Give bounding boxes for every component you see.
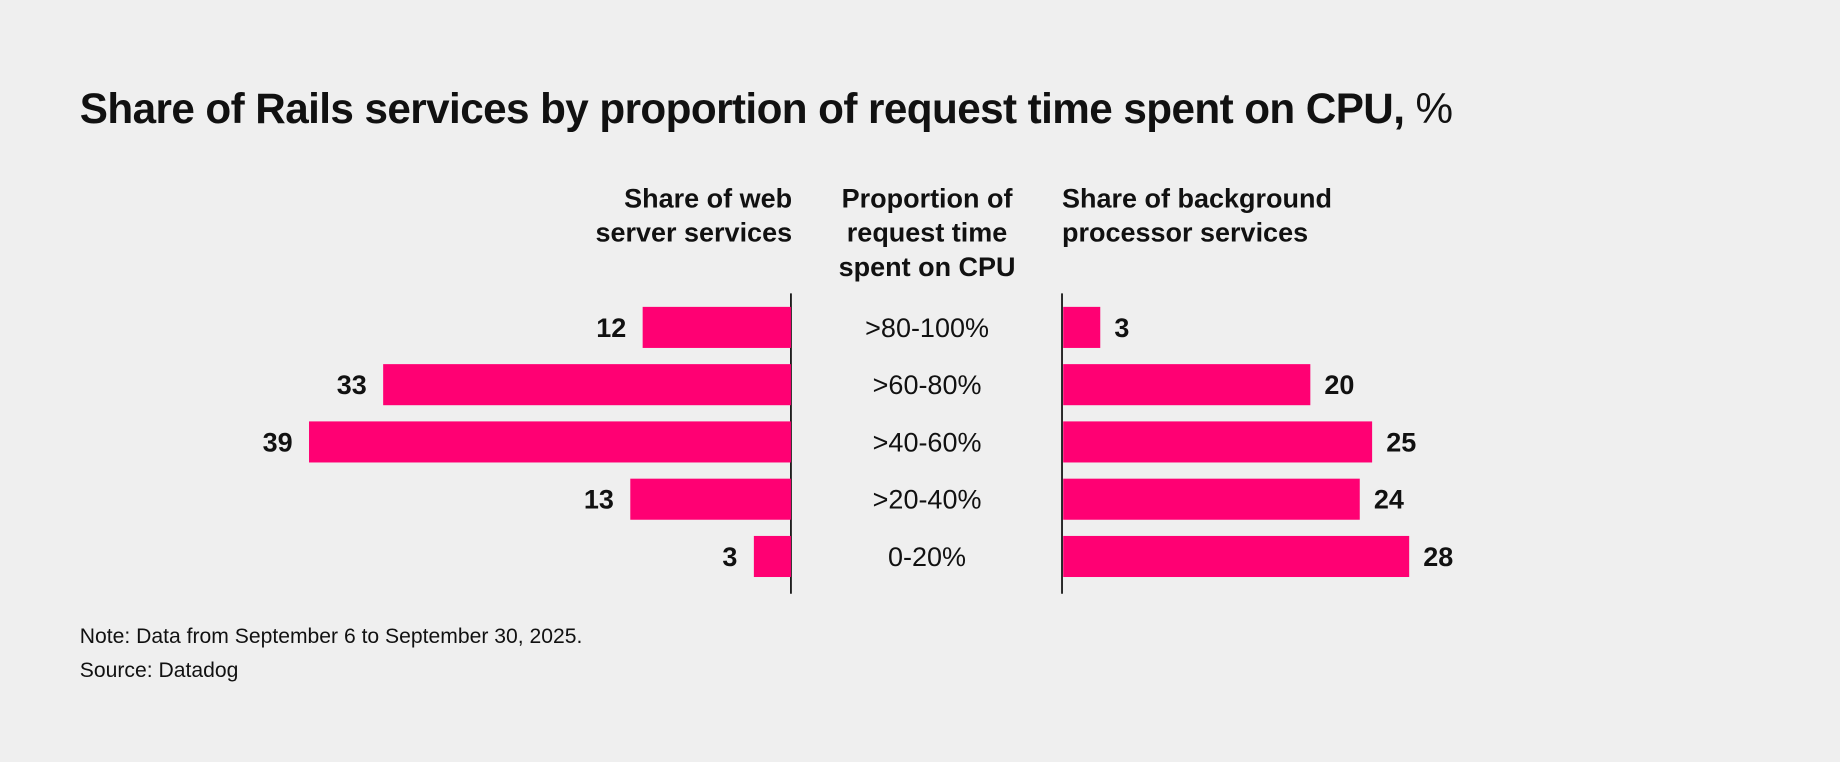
bar-web-server: [383, 364, 791, 406]
title-text: Share of Rails services by proportion of…: [79, 84, 1405, 133]
data-label-web-server: 13: [584, 485, 614, 515]
bar-web-server: [753, 535, 791, 578]
data-label-background-processor: 25: [1386, 427, 1416, 457]
title-unit: %: [1415, 84, 1454, 133]
right-series-header: Share of background processor services: [1062, 182, 1332, 250]
left-header-line: Share of web: [624, 183, 793, 214]
note-text: Note: Data from September 6 to September…: [79, 624, 583, 648]
data-label-web-server: 33: [337, 370, 367, 400]
bar-background-processor: [1063, 364, 1311, 406]
left-header-line: server services: [595, 217, 793, 248]
category-label: >40-60%: [873, 427, 982, 457]
data-label-web-server: 12: [596, 313, 626, 343]
data-label-web-server: 39: [263, 427, 293, 457]
center-header-line: spent on CPU: [838, 251, 1016, 282]
category-label: >80-100%: [865, 313, 989, 343]
data-label-background-processor: 3: [1114, 313, 1129, 343]
source-text: Source: Datadog: [79, 658, 239, 682]
right-header-line: processor services: [1062, 217, 1309, 248]
bar-web-server: [309, 421, 791, 463]
category-header: Proportion of request time spent on CPU: [810, 182, 1045, 284]
data-label-background-processor: 24: [1374, 485, 1404, 515]
chart-title: Share of Rails services by proportion of…: [80, 84, 1453, 133]
data-label-web-server: 3: [722, 542, 737, 572]
bar-web-server: [642, 306, 791, 348]
category-label: >20-40%: [873, 485, 982, 515]
data-label-background-processor: 20: [1324, 370, 1354, 400]
left-series-header: Share of web server services: [595, 182, 792, 250]
right-header-line: Share of background: [1062, 183, 1332, 214]
bar-background-processor: [1063, 535, 1410, 578]
bar-background-processor: [1063, 421, 1373, 463]
bar-background-processor: [1063, 478, 1360, 520]
bar-background-processor: [1063, 306, 1101, 348]
bar-web-server: [630, 478, 791, 520]
center-header-line: Proportion of: [841, 183, 1013, 214]
data-label-background-processor: 28: [1423, 542, 1453, 572]
center-header-line: request time: [846, 217, 1008, 248]
category-label: 0-20%: [888, 542, 966, 572]
category-label: >60-80%: [873, 370, 982, 400]
